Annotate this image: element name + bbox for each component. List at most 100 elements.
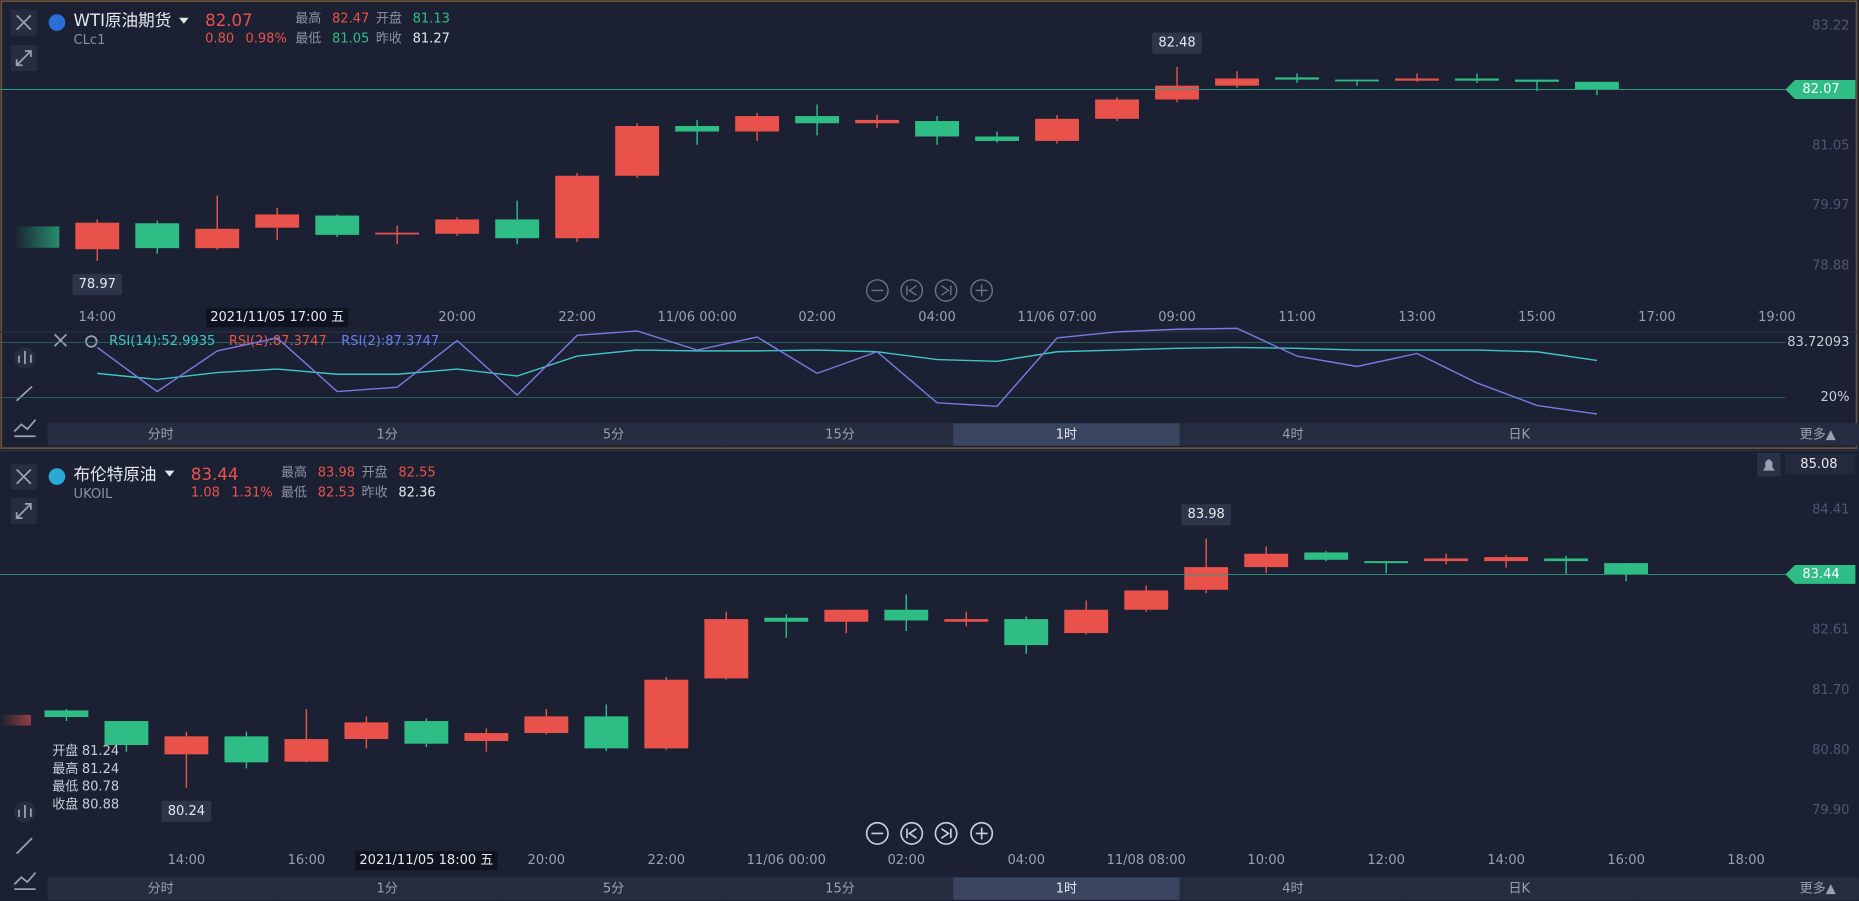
alert-price-box: [1785, 454, 1856, 475]
x-tick-label: 14:00: [168, 853, 206, 868]
dropdown-arrow[interactable]: [164, 470, 175, 477]
draw-tool[interactable]: [16, 385, 33, 402]
x-tick-label: 20:00: [528, 853, 566, 868]
timeframe-tab-label: 分时: [148, 428, 174, 443]
partial-candle: [14, 226, 60, 248]
scroll-end[interactable]: [934, 821, 958, 845]
candle-body: [915, 121, 960, 137]
candle-body: [135, 223, 180, 249]
timeframe-tab-label: 更多▲: [1800, 427, 1836, 443]
candle-body: [195, 228, 240, 249]
scroll-start[interactable]: [900, 279, 924, 302]
timeframe-tab[interactable]: [273, 423, 501, 446]
candle-body: [104, 721, 149, 746]
candle-body: [1424, 558, 1469, 562]
timeframe-tab-label: 日K: [1509, 428, 1531, 443]
candle-body: [855, 119, 900, 124]
ohlc-label: 收盘: [52, 796, 78, 812]
bell-icon: [1762, 459, 1775, 471]
extreme-label: 80.24: [168, 804, 205, 819]
candle-body: [555, 175, 600, 239]
rsi-legend: RSI(2):87.3747: [341, 334, 439, 349]
current-price-label: 83.44: [1802, 567, 1839, 582]
candle-body: [1244, 553, 1289, 568]
x-tick-label: 13:00: [1398, 310, 1436, 325]
stat-value: 81.05: [332, 32, 369, 47]
timeframe-tab[interactable]: [1632, 423, 1859, 446]
timeframe-tab-label: 5分: [603, 882, 624, 897]
timeframe-tab[interactable]: [726, 877, 954, 900]
x-tick-label: 11/06 00:00: [658, 310, 737, 325]
stat-value: 82.36: [398, 486, 435, 501]
active-panel-border: [0, 0, 1858, 450]
x-tick-label: 02:00: [887, 853, 925, 868]
crosshair-time: 2021/11/05 17:00 五: [210, 310, 344, 325]
dropdown-arrow[interactable]: [179, 17, 189, 24]
symbol-name: WTI原油期货: [74, 11, 172, 30]
stat-label: 昨收: [362, 486, 388, 501]
candle-body: [435, 219, 480, 234]
close-indicator[interactable]: [53, 333, 68, 347]
chart-type-icon: [18, 350, 32, 364]
extreme-label-box: [161, 800, 212, 823]
draw-tool[interactable]: [16, 837, 33, 855]
x-tick-label: 14:00: [1487, 853, 1525, 868]
timeframe-tab[interactable]: [273, 877, 501, 900]
timeframe-tab-label: 1时: [1056, 428, 1077, 443]
x-tick-label: 16:00: [288, 853, 326, 868]
scroll-start[interactable]: [900, 821, 924, 845]
timeframe-tab[interactable]: [500, 877, 727, 900]
candle-body: [584, 716, 629, 749]
timeframe-tab[interactable]: [47, 877, 274, 900]
x-tick-label: 18:00: [1727, 853, 1765, 868]
stat-value: 81.13: [413, 11, 450, 26]
x-tick-label: 19:00: [1758, 310, 1796, 325]
indicator-tool[interactable]: [13, 871, 37, 891]
x-tick-label: 11/06 00:00: [747, 853, 826, 868]
zoom-in[interactable]: [970, 279, 994, 302]
candle-body: [44, 710, 89, 718]
timeframe-tab[interactable]: [953, 423, 1180, 446]
timeframe-tab[interactable]: [726, 423, 954, 446]
stat-label: 最低: [281, 486, 307, 501]
stat-label: 最高: [295, 10, 321, 26]
extreme-label: 83.98: [1188, 507, 1225, 522]
timeframe-tab[interactable]: [47, 423, 274, 446]
zoom-out[interactable]: [865, 279, 889, 302]
candle-body: [1155, 85, 1199, 100]
timeframe-tab[interactable]: [1179, 877, 1407, 900]
timeframe-tab[interactable]: [1406, 423, 1633, 446]
candle-body: [1304, 552, 1349, 560]
stat-label: 最低: [295, 32, 321, 47]
x-tick-label: 11/08 08:00: [1107, 853, 1186, 868]
symbol-name: 布伦特原油: [74, 465, 157, 484]
zoom-out[interactable]: [865, 821, 889, 845]
stat-label: 开盘: [376, 10, 402, 26]
timeframe-tab-label: 5分: [603, 428, 624, 443]
symbol-code: UKOIL: [74, 487, 113, 502]
settings-icon[interactable]: [85, 335, 98, 348]
timeframe-tab-label: 日K: [1509, 882, 1531, 897]
rsi-line: [96, 327, 1598, 415]
candle-body: [704, 619, 749, 679]
x-tick-label: 16:00: [1607, 853, 1645, 868]
extreme-label: 82.48: [1158, 36, 1195, 51]
indicator-tool[interactable]: [13, 419, 37, 438]
timeframe-tab[interactable]: [1406, 877, 1633, 900]
timeframe-tab[interactable]: [500, 423, 727, 446]
timeframe-tab[interactable]: [1179, 423, 1407, 446]
timeframe-tab[interactable]: [1632, 877, 1859, 900]
zoom-in[interactable]: [970, 821, 994, 845]
symbol-icon: [48, 14, 66, 31]
stat-label: 开盘: [362, 465, 388, 481]
rsi-legend: RSI(14):52.9935: [109, 334, 215, 349]
crosshair-time: 2021/11/05 18:00 五: [359, 853, 493, 868]
scroll-end[interactable]: [934, 279, 958, 302]
x-tick-label: 22:00: [648, 853, 686, 868]
stat-value: 83.98: [318, 466, 355, 481]
timeframe-tab[interactable]: [953, 877, 1180, 900]
candle-body: [735, 116, 780, 132]
price-change: 0.80: [205, 32, 234, 47]
partial-candle: [0, 714, 31, 726]
